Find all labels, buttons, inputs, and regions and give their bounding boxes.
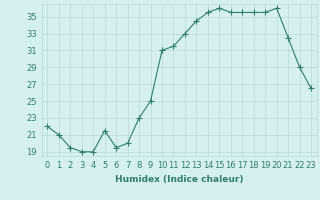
X-axis label: Humidex (Indice chaleur): Humidex (Indice chaleur) — [115, 175, 244, 184]
